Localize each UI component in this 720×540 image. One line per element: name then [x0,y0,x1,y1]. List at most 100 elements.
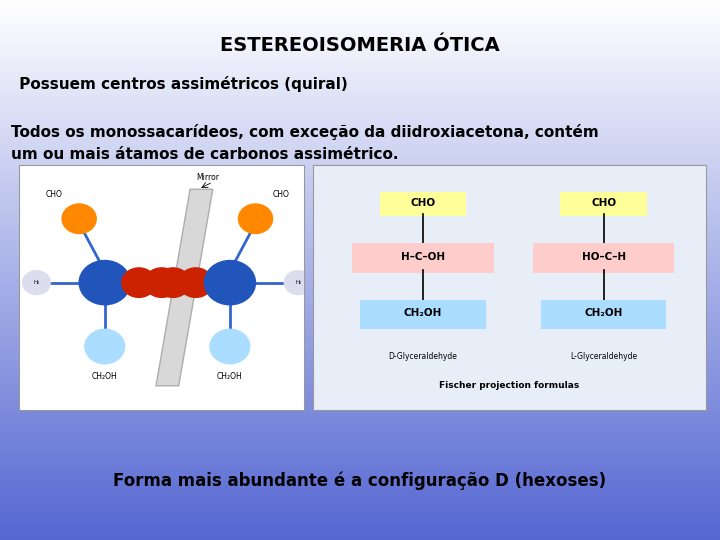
Bar [0,171,720,173]
Bar [0,527,720,529]
Bar [0,449,720,452]
Bar [0,340,720,342]
Bar [0,468,720,470]
Bar [0,98,720,101]
Bar [0,95,720,97]
Bar [0,525,720,528]
Bar [0,475,720,477]
Bar [0,23,720,25]
Bar [0,102,720,104]
Bar [0,442,720,444]
Bar [0,426,720,428]
Text: L-Glyceraldehyde: L-Glyceraldehyde [570,352,637,361]
Bar [0,309,720,312]
Bar [0,179,720,182]
Bar [0,14,720,16]
Bar [0,237,720,239]
Bar [0,271,720,274]
Text: Fischer projection formulas: Fischer projection formulas [439,381,580,390]
Bar [0,255,720,258]
FancyBboxPatch shape [353,244,494,273]
Bar [0,376,720,378]
Bar [0,0,720,2]
Bar [0,538,720,540]
Bar [0,66,720,69]
Bar [0,303,720,306]
Bar [0,262,720,265]
Bar [0,307,720,309]
Bar [0,195,720,198]
Bar [0,419,720,421]
Bar [0,530,720,533]
Bar [0,464,720,466]
Bar [0,458,720,461]
Bar [0,424,720,427]
Bar [0,109,720,112]
Bar [0,117,720,119]
Bar [0,316,720,319]
Bar [0,471,720,474]
Bar [0,291,720,293]
Bar [0,469,720,471]
Bar [0,522,720,524]
Bar [0,259,720,261]
Bar [0,437,720,439]
Bar [0,168,720,171]
Bar [0,394,720,396]
Bar [0,19,720,22]
Bar [0,421,720,423]
Text: ESTEREOISOMERIA ÓTICA: ESTEREOISOMERIA ÓTICA [220,36,500,56]
Bar [0,190,720,193]
Bar [0,352,720,355]
Bar [0,329,720,331]
Bar [0,392,720,394]
Bar [0,372,720,374]
Bar [0,161,720,164]
Circle shape [22,271,50,295]
Bar [0,46,720,49]
Bar [0,30,720,32]
Bar [0,406,720,409]
Bar [0,26,720,29]
Bar [0,60,720,63]
Bar [0,36,720,38]
Bar [0,498,720,501]
Circle shape [145,268,179,298]
Bar [0,147,720,150]
Bar [0,134,720,137]
Bar [0,473,720,475]
Bar [0,383,720,385]
Bar [0,435,720,437]
Bar [0,534,720,536]
Bar [0,487,720,490]
Bar [0,37,720,39]
Bar [0,55,720,58]
Bar [0,268,720,270]
Bar [0,145,720,147]
Bar [0,114,720,117]
FancyBboxPatch shape [360,300,486,329]
FancyBboxPatch shape [533,244,674,273]
Bar [0,91,720,93]
Bar [0,500,720,502]
Bar [0,505,720,508]
Bar [0,433,720,436]
Bar [0,411,720,414]
Bar [0,217,720,220]
Bar [0,404,720,407]
Bar [0,87,720,90]
Bar [0,242,720,245]
Bar [0,280,720,282]
Bar [0,492,720,495]
Bar [0,1,720,4]
Bar [0,53,720,56]
Bar [0,336,720,339]
Bar [0,172,720,174]
Bar [0,201,720,204]
Bar [0,320,720,322]
Bar [0,295,720,297]
Bar [0,160,720,162]
Bar [0,79,720,81]
Bar [0,377,720,380]
Bar [0,136,720,139]
